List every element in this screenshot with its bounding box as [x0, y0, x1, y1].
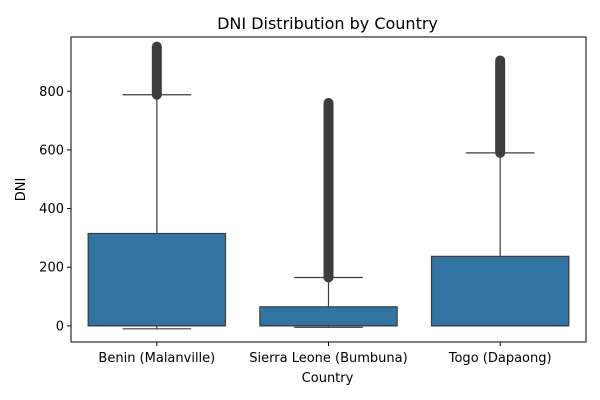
chart-title: DNI Distribution by Country: [217, 14, 438, 33]
x-axis-title: Country: [302, 371, 354, 386]
x-tick-label: Togo (Dapaong): [448, 351, 552, 366]
plot-area: [87, 41, 570, 330]
y-axis: 0 200 400 600 800: [39, 85, 71, 334]
iqr-box: [259, 306, 398, 327]
y-tick-label: 800: [39, 85, 64, 100]
x-tick-label: Benin (Malanville): [98, 351, 215, 366]
iqr-box: [87, 232, 227, 327]
y-tick-label: 400: [39, 202, 64, 217]
y-tick-label: 0: [56, 319, 64, 334]
box-group: [430, 55, 570, 327]
x-tick-label: Sierra Leone (Bumbuna): [249, 351, 407, 366]
x-axis: Benin (Malanville) Sierra Leone (Bumbuna)…: [98, 342, 552, 366]
y-axis-title: DNI: [14, 178, 29, 202]
box-group: [259, 97, 398, 328]
y-tick-label: 600: [39, 143, 64, 158]
iqr-box: [430, 255, 570, 327]
box-group: [87, 41, 227, 330]
y-tick-label: 200: [39, 261, 64, 276]
